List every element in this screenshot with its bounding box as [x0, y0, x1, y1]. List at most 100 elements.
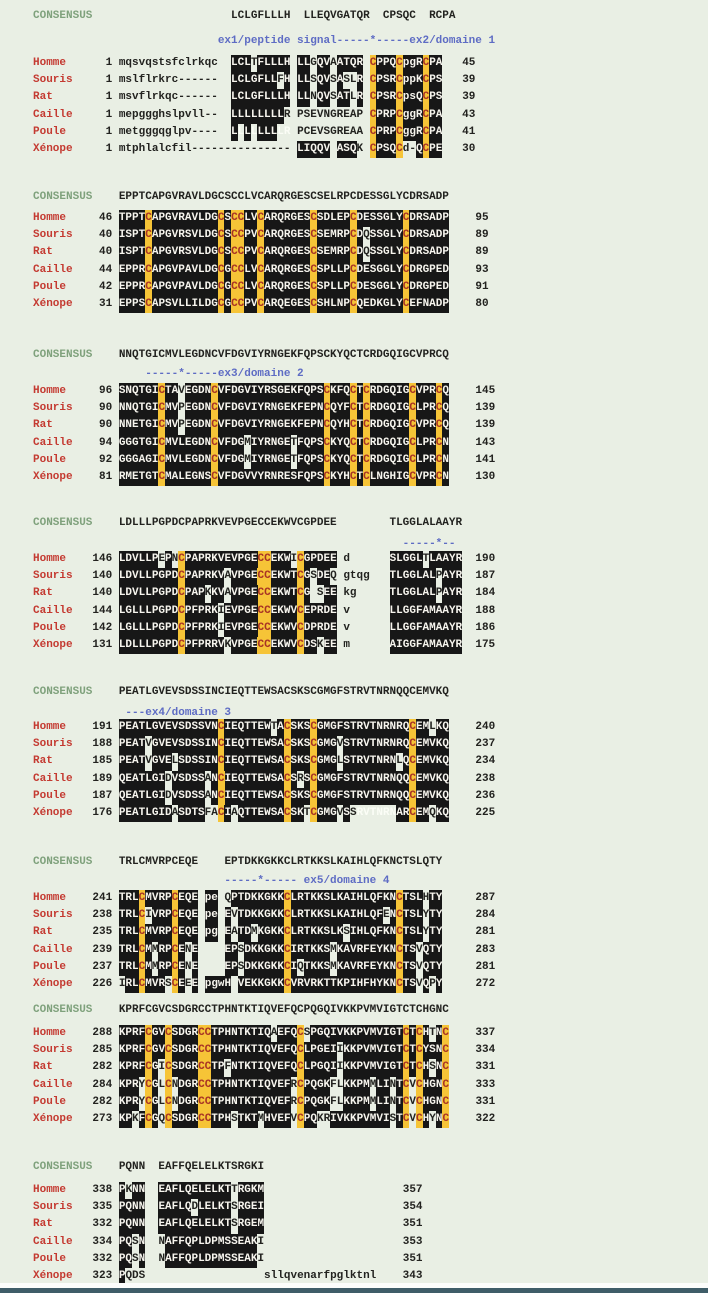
sequence-text: V [416, 978, 423, 990]
conserved-residues: TA [165, 383, 179, 401]
conserved-residues: TPHNTKTIQVEFQ [211, 1042, 298, 1060]
cysteine-residue: C [435, 469, 443, 487]
conserved-residues: pgR [402, 55, 423, 73]
sequence-text: KR [316, 1113, 331, 1125]
sequence-text: F [277, 74, 284, 87]
sequence-text: 351 [264, 1218, 423, 1231]
conserved-residues: TS [402, 941, 416, 959]
sequence-text: 93 [448, 263, 489, 276]
sequence-row: Poule 142 LGLLLPGPDCPFPRKIEVPGECCEKWVCDP… [33, 619, 495, 637]
cysteine-residue: C [283, 958, 291, 976]
sequence-text: 91 [448, 280, 489, 293]
cysteine-residue: C [396, 141, 403, 159]
conserved-residues: TLGGLAL [389, 568, 436, 586]
cysteine-residue: C [138, 924, 146, 942]
conserved-residues: LNGHIG [369, 469, 410, 487]
bottom-teal-bar [0, 1288, 708, 1293]
cysteine-residue: C [138, 976, 146, 994]
cysteine-residue: C [396, 89, 403, 107]
sequence-text: 140 [92, 587, 119, 600]
sequence-row: Souris 238 TRLCIVRPCEQE pe EVTDKKGKKCLRT… [33, 907, 495, 925]
cysteine-residue: CC [231, 296, 245, 314]
sequence-row: Rat 90 NNETGICMVPEGDNCVFDGVIYRNGEKFEPNCQ… [33, 417, 495, 435]
conserved-residues: RDGQIG [369, 400, 410, 418]
conserved-residues: EGDN [184, 383, 212, 401]
sequence-text: 351 [264, 1252, 423, 1265]
sequence-text [198, 942, 224, 959]
cysteine-residue: C [323, 451, 331, 469]
conserved-residues: QV [316, 55, 331, 73]
conserved-residues: ARQEGES [264, 296, 311, 314]
cysteine-residue: C [283, 924, 291, 942]
exon-domain-annotation: ---ex4/domaine 3 [33, 707, 232, 719]
sequence-row: Caille 44 EPPRCAPGVPAVLDGCGCCLVCARQRGESC… [33, 261, 489, 279]
sequence-text [145, 1234, 158, 1251]
cysteine-residue: C [283, 736, 291, 754]
sequence-text [198, 890, 205, 907]
conserved-residues: PEATLGVEVSDSSVN [118, 719, 218, 737]
cysteine-residue: C [171, 890, 179, 908]
conserved-residues: KFQ [330, 383, 350, 401]
conserved-residues: VPR [415, 417, 436, 435]
conserved-residues: SNQTGI [118, 383, 159, 401]
conserved-residues: EKWV [270, 637, 298, 655]
conserved-residues: EPPS [118, 296, 146, 314]
conserved-residues: AT [336, 89, 350, 107]
cysteine-residue: C [402, 1076, 410, 1094]
conserved-residues: KPRF [118, 1025, 146, 1043]
cysteine-residue: CC [231, 210, 245, 228]
consensus-label: CONSENSUS [33, 10, 93, 22]
sequence-text: N [158, 1235, 166, 1248]
sequence-text: V [231, 909, 238, 922]
sequence-text [145, 1216, 158, 1233]
conserved-residues: A [336, 72, 344, 90]
cysteine-residue: C [402, 261, 410, 279]
conserved-residues: VSDSS [171, 770, 205, 788]
conserved-residues: VEKKGKK [237, 976, 284, 994]
cysteine-residue: C [310, 244, 317, 262]
conserved-residues: EQE [178, 890, 199, 908]
cysteine-residue: C [442, 1076, 450, 1094]
conserved-residues: KPRF [118, 1042, 146, 1060]
sequence-text: 1 msvflrkqc------ [92, 91, 232, 104]
cysteine-residue: C [310, 805, 317, 823]
cysteine-residue: C [283, 787, 291, 805]
sequence-text: 332 [92, 1218, 119, 1231]
cysteine-residue: C [323, 417, 331, 435]
sequence-text: 80 [448, 298, 489, 310]
cysteine-residue: C [165, 1042, 172, 1060]
sequence-text: D [165, 789, 172, 802]
conserved-residues: TRL [118, 958, 139, 976]
species-label: Homme [33, 385, 93, 397]
conserved-residues: P [118, 1182, 126, 1200]
conserved-residues: PPQ [376, 55, 397, 73]
conserved-residues: RGEI [237, 1199, 265, 1217]
cysteine-residue: C [297, 1111, 304, 1129]
cysteine-residue: C [349, 417, 357, 435]
sequence-text: 143 [449, 436, 496, 449]
sequence-text: 283 [442, 943, 496, 956]
cysteine-residue: C [297, 1025, 304, 1043]
conserved-residues: LL [297, 89, 311, 107]
conserved-residues: LLLLLLLL [231, 106, 284, 124]
species-label: Homme [33, 1027, 93, 1039]
sequence-text: 90 [92, 419, 119, 432]
cysteine-residue: C [402, 296, 410, 314]
sequence-text: 1 mslflrkrc------ [92, 74, 232, 87]
conserved-residues: NTKTIQVEFQ [231, 1059, 298, 1077]
sequence-text: 42 [92, 280, 119, 293]
sequence-text: 139 [449, 402, 496, 415]
cysteine-residue: C [211, 400, 218, 418]
cysteine-residue: CC [257, 585, 271, 603]
conserved-residues: G [151, 1076, 159, 1094]
cysteine-residue: CC [198, 1059, 212, 1077]
sequence-text: 354 [264, 1201, 423, 1214]
conserved-residues: EKW [270, 551, 291, 569]
sequence-text: P [429, 978, 436, 990]
conserved-residues: TY [429, 924, 443, 942]
sequence-text: 1 mepggghslpvll-- [92, 108, 232, 121]
conserved-residues: TSL [402, 924, 423, 942]
sequence-text: LCLGFLLLH LLEQVGATQR CPSQC RCPA [92, 10, 456, 22]
conserved-residues: T [356, 469, 364, 487]
cysteine-residue: C [435, 451, 443, 469]
